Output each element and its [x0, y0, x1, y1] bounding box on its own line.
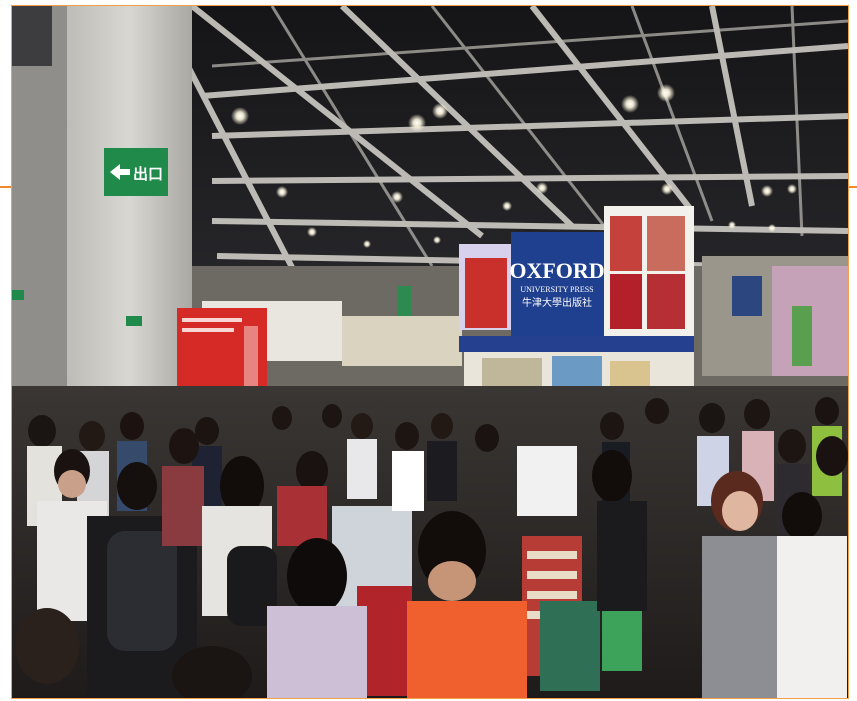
booth-sub: UNIVERSITY PRESS	[520, 285, 593, 294]
booth-brand: OXFORD	[509, 258, 604, 283]
right-accent-line	[847, 186, 857, 188]
exit-sign: 出口	[104, 148, 168, 196]
ceiling-lights	[16, 84, 797, 248]
exit-sign-text: 出口	[133, 165, 163, 183]
booth-cn: 牛津大學出版社	[522, 296, 592, 309]
crowd-front	[15, 428, 848, 698]
pillar	[67, 6, 192, 406]
book-fair-photo: 出口 OXFORD UNIVERSITY PRESS 牛津大學出版社	[12, 6, 848, 698]
left-wall	[12, 6, 72, 406]
left-accent-line	[0, 186, 11, 188]
photo-frame: 出口 OXFORD UNIVERSITY PRESS 牛津大學出版社	[11, 5, 849, 699]
